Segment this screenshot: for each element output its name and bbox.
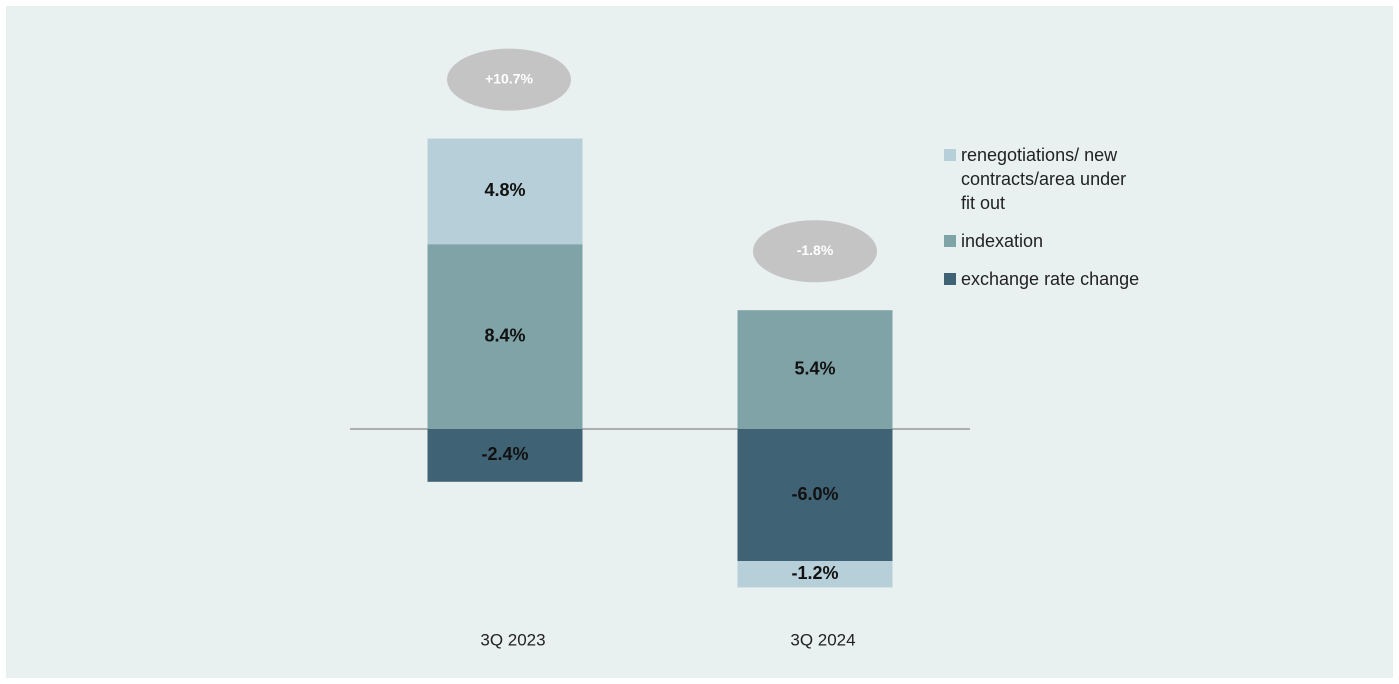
legend-item: indexation [944, 229, 1144, 253]
legend-item: renegotiations/ new contracts/area under… [944, 143, 1144, 215]
legend-swatch [944, 149, 956, 161]
x-tick-label: 3Q 2023 [480, 630, 545, 649]
legend-label: exchange rate change [961, 269, 1140, 289]
total-label: -1.8% [797, 242, 834, 258]
legend-label: renegotiations/ new contracts/area under… [961, 145, 1127, 213]
value-label: -2.4% [481, 444, 528, 464]
x-tick-label: 3Q 2024 [790, 630, 855, 649]
total-bubble [447, 48, 571, 111]
total-bubble [753, 220, 877, 283]
legend-item: exchange rate change [944, 267, 1144, 291]
bar-segment [737, 561, 893, 588]
bar-segment [427, 138, 583, 245]
value-label: -6.0% [791, 484, 838, 504]
value-label: 4.8% [484, 180, 525, 200]
value-label: -1.2% [791, 563, 838, 583]
legend-swatch [944, 273, 956, 285]
background [6, 6, 1393, 678]
bar-segment [737, 310, 893, 429]
total-label: +10.7% [485, 70, 533, 86]
value-label: 8.4% [484, 325, 525, 345]
bar-segment [427, 429, 583, 482]
legend-swatch [944, 235, 956, 247]
value-label: 5.4% [794, 358, 835, 378]
legend-label: indexation [961, 231, 1044, 251]
bar-segment [737, 429, 893, 561]
legend: renegotiations/ new contracts/area under… [944, 143, 1144, 305]
bar-segment [427, 244, 583, 429]
